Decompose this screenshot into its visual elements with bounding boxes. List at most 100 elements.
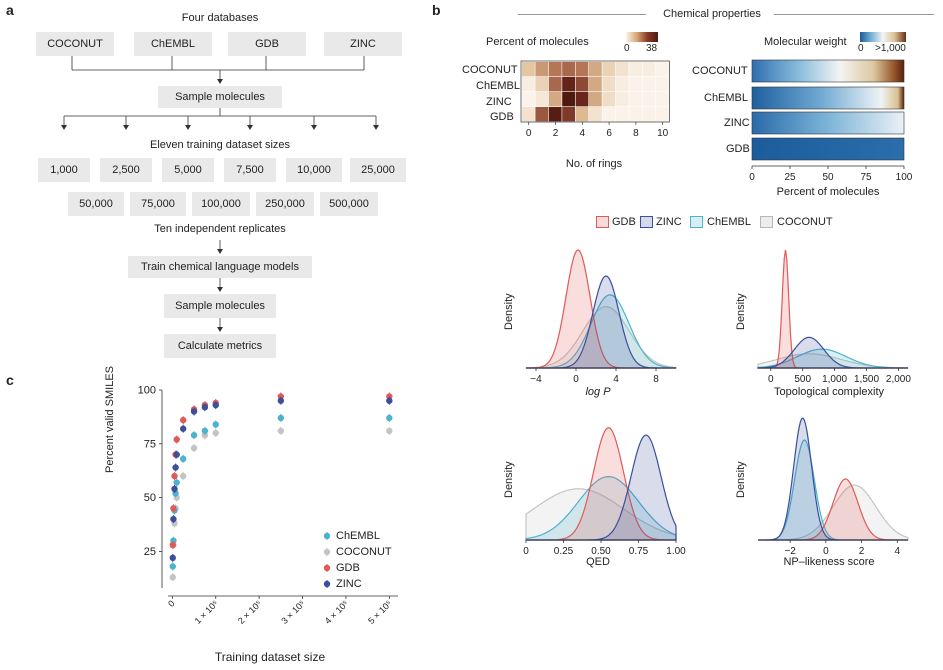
mw-tick-label: 0 xyxy=(749,172,755,183)
heatmap-tick-label: 2 xyxy=(553,128,559,139)
sizes-heading: Eleven training dataset sizes xyxy=(149,139,291,151)
legend-marker-zinc xyxy=(323,580,331,588)
density-plots: −4 0 4 8 0 500 1,000 1,500 2,000 0 0.25 0.50 0.75 1.0… xyxy=(523,249,911,557)
heatmap-cell xyxy=(535,92,549,107)
database-gdb: GDB xyxy=(228,32,306,56)
heatmap-cell xyxy=(575,62,589,77)
heatmap-cell xyxy=(629,62,642,77)
scatter-point-zinc xyxy=(169,554,176,562)
scatter-point-zinc xyxy=(173,451,180,458)
replicates-label: Ten independent replicates xyxy=(154,223,286,235)
heatmap-cell xyxy=(562,107,575,122)
heatmap-cell xyxy=(548,107,562,122)
panel-b-title: Chemical properties xyxy=(663,8,761,20)
database-zinc: ZINC xyxy=(324,32,402,56)
heatmap-cell xyxy=(589,77,602,92)
heatmap-row-gdb: GDB xyxy=(490,111,514,123)
scatter-point-zinc xyxy=(179,425,187,432)
heatmap-cell xyxy=(615,92,629,107)
density-tick-label: 2 xyxy=(859,546,865,557)
scatter-point-coconut xyxy=(179,472,187,480)
density-ylabel-complexity: Density xyxy=(735,293,747,330)
scatter-point-chembl xyxy=(201,427,209,435)
size-box: 2,500 xyxy=(100,158,152,182)
density-curve-zinc xyxy=(526,275,676,369)
heatmap-tick-label: 0 xyxy=(526,128,532,139)
complexity-xlabel: Topological complexity xyxy=(773,386,885,398)
density-tick-label: 0.75 xyxy=(629,546,649,557)
heatmap-cell xyxy=(602,77,616,92)
heatmap-colorbar xyxy=(626,32,658,42)
scatter-point-coconut xyxy=(277,427,285,435)
heatmap-cell xyxy=(602,92,616,107)
legend-coconut: COCONUT xyxy=(336,546,392,558)
scatter-point-coconut xyxy=(212,429,219,437)
density-curve-chembl xyxy=(526,294,677,369)
mw-row-chembl: ChEMBL xyxy=(704,92,749,104)
databases-heading: Four databases xyxy=(181,12,259,24)
title-rule-right xyxy=(774,14,934,15)
heatmap-cell xyxy=(642,107,656,122)
heatmap-frame xyxy=(520,60,670,123)
heatmap-cell xyxy=(642,77,656,92)
size-box: 100,000 xyxy=(192,192,250,216)
heatmap-tick-label: 6 xyxy=(606,128,612,139)
mw-xlabel: Percent of molecules xyxy=(776,186,880,198)
heatmap-row-chembl: ChEMBL xyxy=(476,80,521,92)
scatter-point-gdb xyxy=(179,416,187,424)
database-coconut: COCONUT xyxy=(36,32,114,56)
legend-swatch-gdb xyxy=(596,216,609,228)
calculate-metrics-step: Calculate metrics xyxy=(164,334,276,358)
scatter-point-zinc xyxy=(201,404,209,411)
heatmap-cell xyxy=(562,62,575,77)
legend-marker-coconut xyxy=(323,548,331,556)
heatmap-cell xyxy=(535,62,549,77)
database-chembl: ChEMBL xyxy=(134,32,212,56)
size-box: 7,500 xyxy=(224,158,276,182)
heatmap-xlabel: No. of rings xyxy=(565,158,623,170)
scatter-x-tick-label: 1 × 10⁵ xyxy=(193,598,221,626)
scatter-point-gdb xyxy=(173,436,180,443)
scatter-point-zinc xyxy=(212,401,219,409)
heatmap-cell xyxy=(602,62,616,77)
size-box: 25,000 xyxy=(350,158,406,182)
legend-gdb: GDB xyxy=(336,562,360,574)
mw-bar-gdb xyxy=(751,137,905,161)
density-tick-label: 1.00 xyxy=(666,546,686,557)
scatter-point-zinc xyxy=(172,464,179,471)
heatmap-cell xyxy=(535,107,549,122)
scatter-point-gdb xyxy=(171,472,178,480)
rings-heatmap: 0 2 4 6 8 10 xyxy=(520,60,670,139)
density-tick-label: 0.25 xyxy=(554,546,574,557)
mw-tick-label: 100 xyxy=(896,172,913,183)
scatter-point-chembl xyxy=(277,414,285,422)
heatmap-row-coconut: COCONUT xyxy=(462,64,518,76)
scatter-y-tick-label: 50 xyxy=(144,492,156,504)
train-models-step: Train chemical language models xyxy=(128,256,312,278)
mw-colorbar-max: >1,000 xyxy=(875,43,906,54)
heatmap-cell xyxy=(575,92,589,107)
heatmap-cell xyxy=(615,62,629,77)
heatmap-cell xyxy=(656,77,669,92)
heatmap-tick-label: 10 xyxy=(657,128,669,139)
scatter-xlabel: Training dataset size xyxy=(214,650,326,664)
legend-marker-chembl xyxy=(323,532,331,540)
title-rule-left xyxy=(518,14,646,15)
panel-c-label: c xyxy=(6,372,14,388)
density-legend-chembl: ChEMBL xyxy=(707,216,752,228)
scatter-point-coconut xyxy=(169,574,176,581)
density-tick-label: −4 xyxy=(530,374,542,385)
scatter-y-tick-label: 25 xyxy=(144,546,156,558)
scatter-point-chembl xyxy=(190,431,198,439)
heatmap-colorbar-max: 38 xyxy=(646,43,658,54)
size-box: 5,000 xyxy=(162,158,214,182)
mw-bar-zinc xyxy=(751,111,905,135)
panel-a-label: a xyxy=(6,2,14,18)
density-ylabel-np: Density xyxy=(735,461,747,498)
heatmap-cell xyxy=(562,92,575,107)
validity-scatter-chart: 25 50 75 100 0 1 × 10⁵ 2 × 10⁵ 3 × 10⁵ 4 × 10⁵ 5 … xyxy=(138,385,398,626)
mw-tick-label: 50 xyxy=(822,172,834,183)
density-curve-chembl xyxy=(757,348,908,369)
heatmap-cell xyxy=(548,77,562,92)
heatmap-cell xyxy=(548,92,562,107)
